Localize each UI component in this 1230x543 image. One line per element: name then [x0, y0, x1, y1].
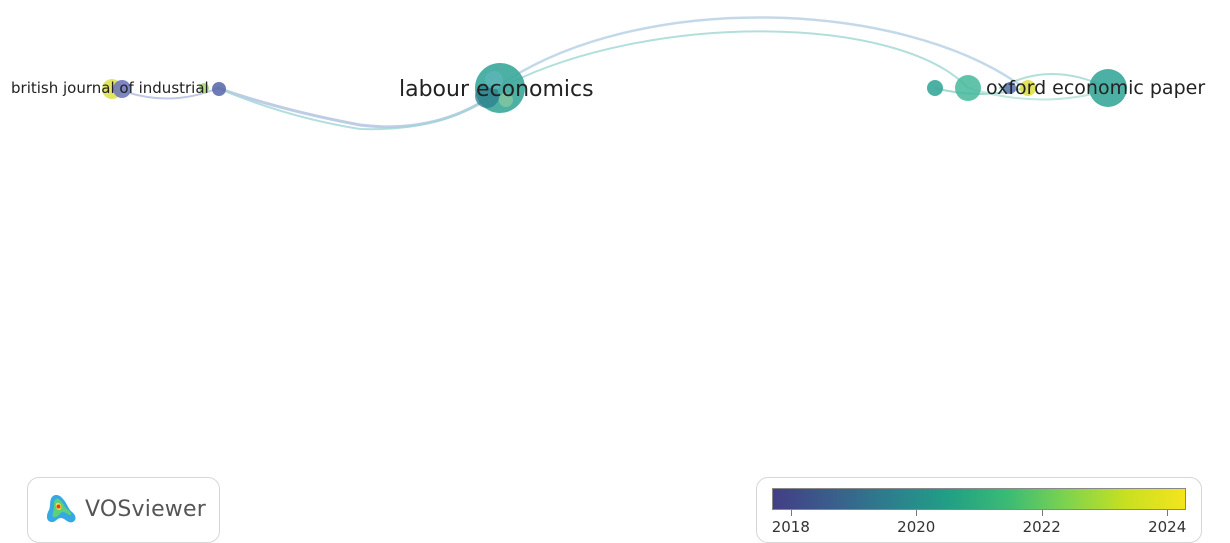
link-arc-british-local	[119, 87, 219, 100]
node-labour-inner-2[interactable]	[485, 71, 503, 89]
link-arc-labour-oxford-2	[499, 30, 969, 89]
node-oxford-medium[interactable]	[955, 75, 981, 101]
nodes-layer	[102, 63, 1127, 113]
label-labour-economics[interactable]: labour economics	[399, 77, 594, 102]
legend-tick-label-2020: 2020	[897, 518, 936, 536]
legend-tick-2024	[1167, 510, 1169, 516]
link-arc-oxford-local-1	[934, 87, 1026, 95]
node-oxford-blue[interactable]	[1004, 82, 1016, 94]
legend-tick-2022	[1041, 510, 1043, 516]
labels-layer: british journal of industrial labour eco…	[11, 77, 1205, 102]
links-layer	[119, 16, 1109, 131]
vosviewer-brand-box: VOSviewer	[27, 477, 220, 543]
vosviewer-brand-name: VOSviewer	[85, 497, 206, 522]
node-british-purple[interactable]	[113, 80, 131, 98]
vosviewer-logo-icon	[46, 495, 76, 523]
legend-tick-label-2022: 2022	[1022, 518, 1061, 536]
node-oxford-yellow[interactable]	[1020, 80, 1036, 96]
node-british-green[interactable]	[199, 83, 209, 93]
label-british-journal-of-industrial[interactable]: british journal of industrial	[11, 79, 209, 97]
node-oxford-small[interactable]	[927, 80, 943, 96]
legend-tick-label-2018: 2018	[771, 518, 810, 536]
legend-tick-2020	[916, 510, 918, 516]
node-labour-inner-3[interactable]	[499, 93, 513, 107]
node-oxford-main[interactable]	[1089, 69, 1127, 107]
color-scale-legend: 2018 2020 2022 2024	[756, 477, 1202, 543]
link-arc-british-labour-2	[221, 87, 501, 131]
legend-tick-label-2024: 2024	[1148, 518, 1187, 536]
node-british-blue[interactable]	[212, 82, 226, 96]
color-scale-bar	[772, 488, 1186, 510]
label-oxford-economic-paper[interactable]: oxford economic paper	[986, 77, 1205, 99]
link-arc-labour-oxford-top	[498, 16, 1022, 87]
legend-tick-2018	[790, 510, 792, 516]
node-labour-inner-1[interactable]	[475, 84, 499, 108]
